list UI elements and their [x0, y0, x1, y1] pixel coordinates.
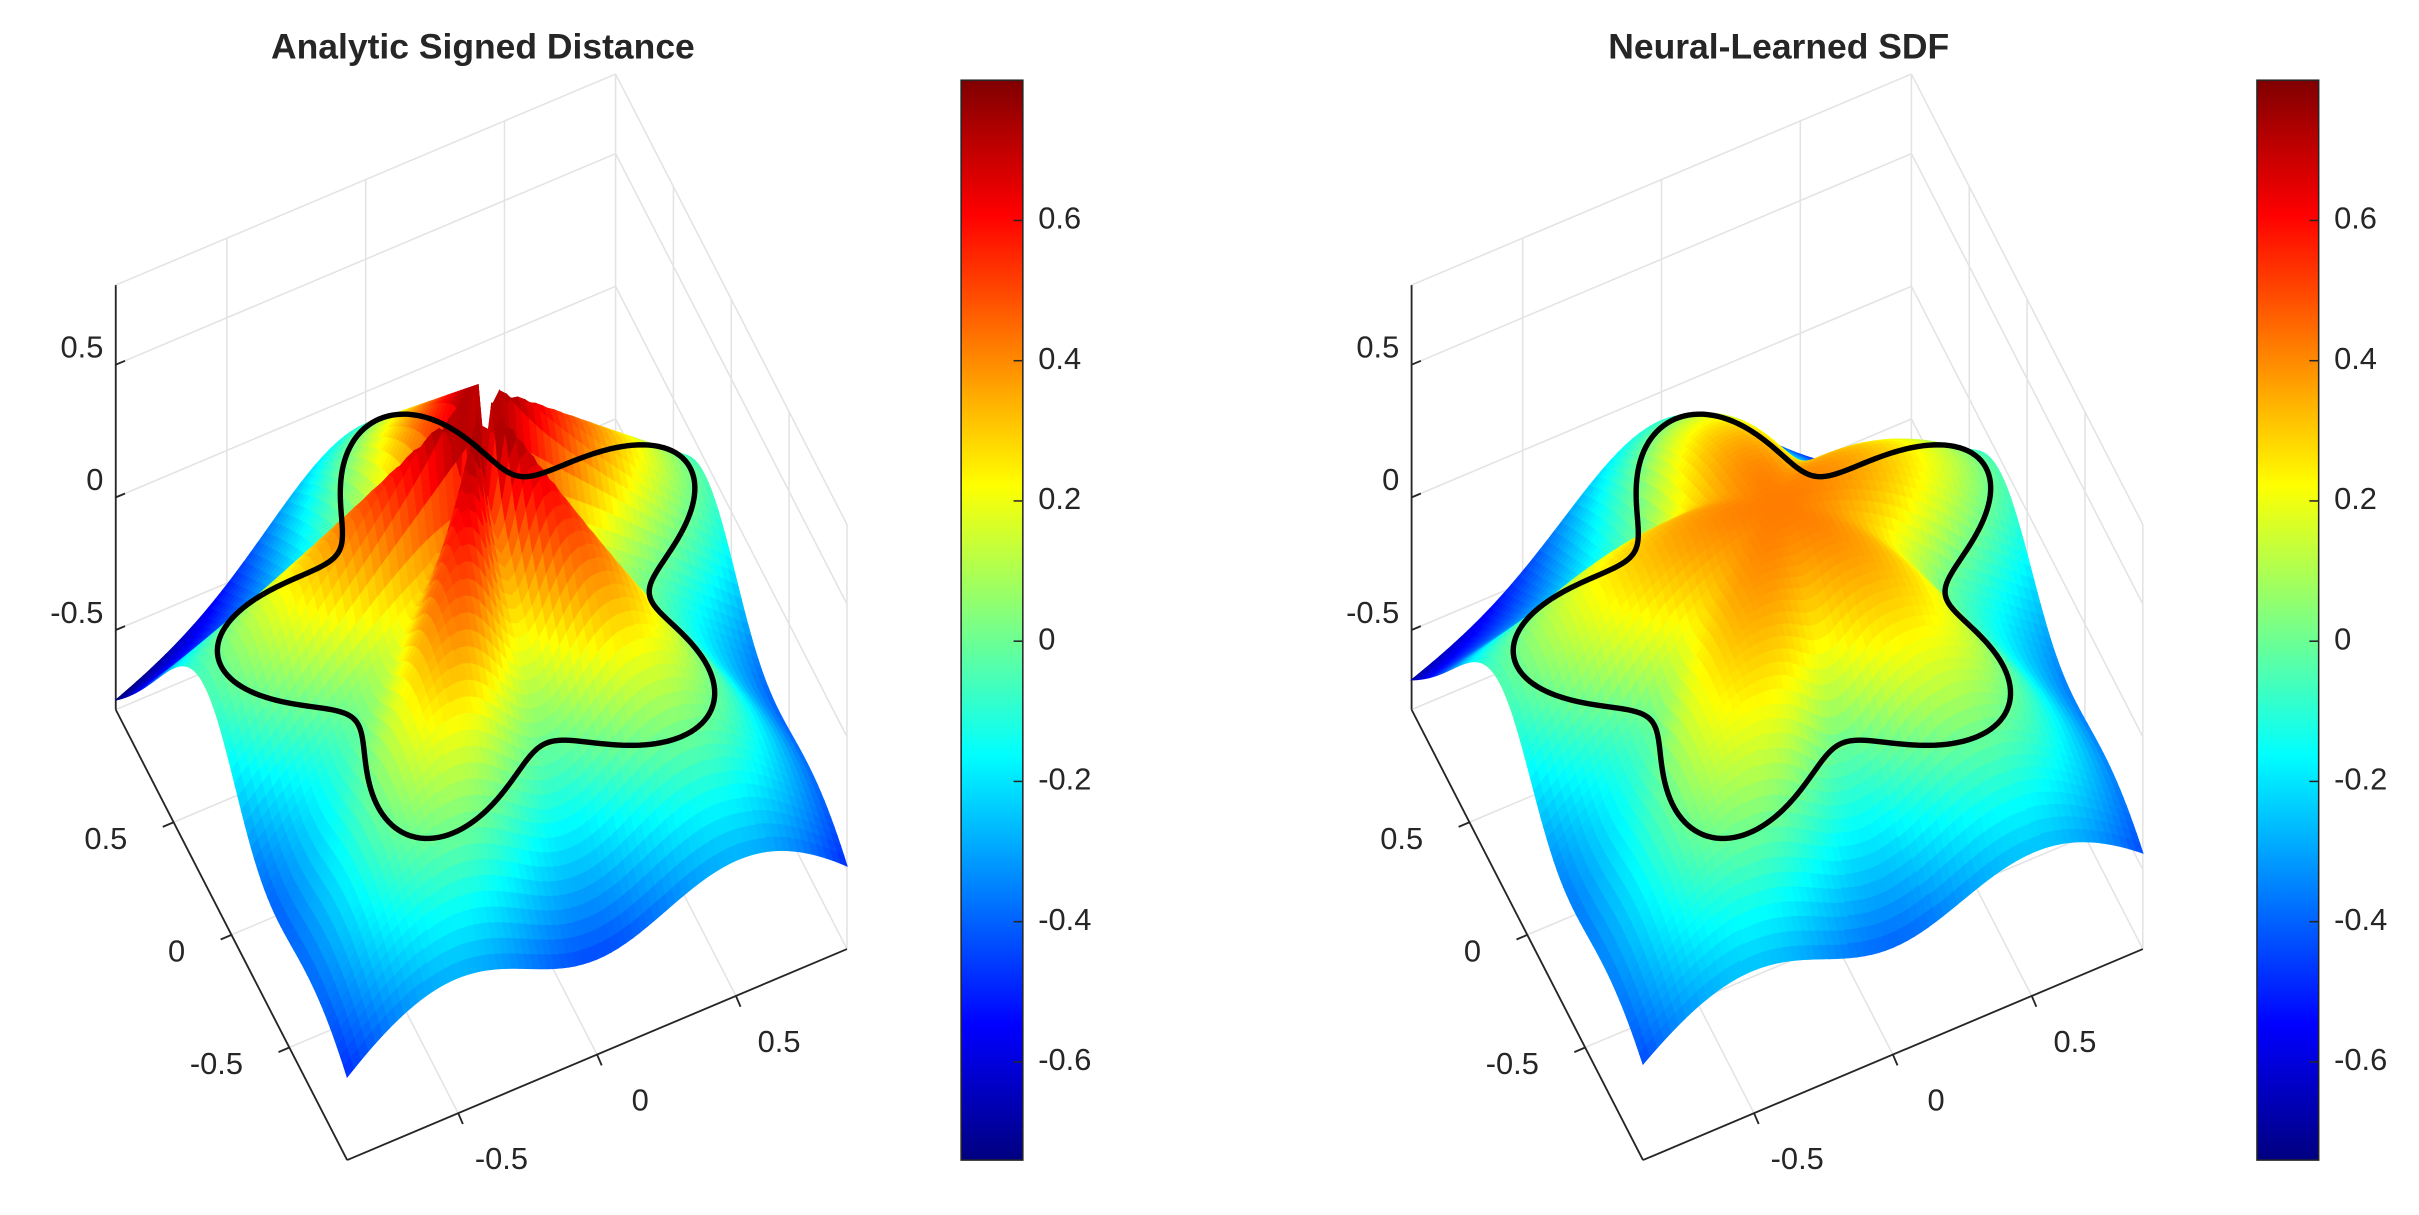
- x-tick: [735, 995, 742, 1008]
- z-tick: [115, 492, 126, 499]
- y-tick: [162, 821, 174, 828]
- grid-line: [115, 285, 616, 499]
- chart-title: Analytic Signed Distance: [271, 27, 695, 67]
- y-tick-label: -0.5: [190, 1046, 243, 1081]
- z-tick-label: 0: [86, 462, 103, 497]
- x-tick: [457, 1112, 464, 1125]
- box-edge: [614, 73, 848, 525]
- z-tick-label: -0.5: [50, 595, 103, 630]
- z-tick: [115, 359, 126, 366]
- z-tick-label: 0.5: [61, 329, 104, 364]
- x-tick-label: 0: [632, 1083, 649, 1118]
- grid-line: [115, 152, 616, 366]
- x-tick: [596, 1054, 603, 1066]
- surface: [115, 383, 848, 1079]
- grid-line: [614, 285, 848, 738]
- y-tick-label: 0: [168, 934, 185, 969]
- box-edge: [115, 73, 616, 286]
- y-tick: [220, 934, 232, 941]
- y-tick-label: 0.5: [84, 821, 127, 856]
- y-tick: [278, 1046, 290, 1053]
- z-tick: [115, 625, 126, 631]
- x-tick-label: 0.5: [758, 1024, 801, 1059]
- x-tick-label: -0.5: [475, 1141, 528, 1176]
- grid-line: [614, 153, 848, 605]
